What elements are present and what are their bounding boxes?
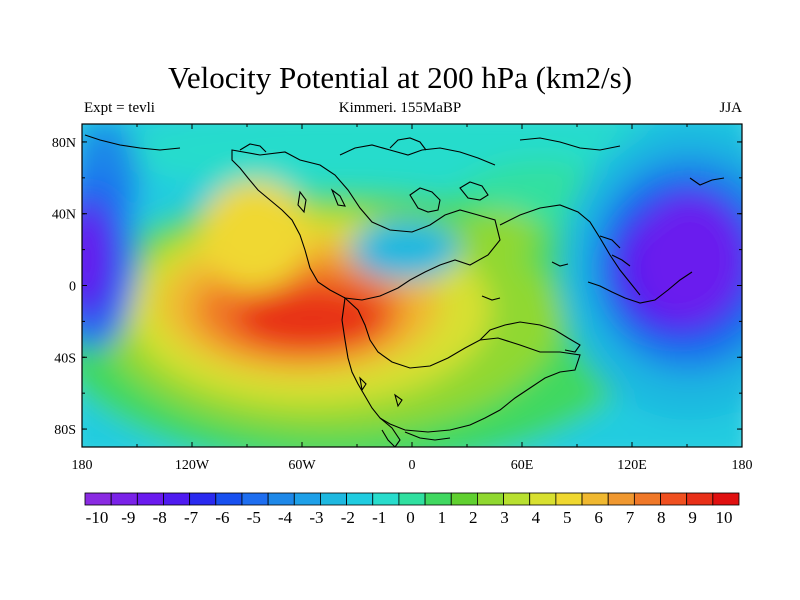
colorbar-swatch [633, 492, 661, 506]
y-tick-label: 40N [52, 208, 76, 223]
colorbar-label: -2 [341, 508, 355, 527]
colorbar-label: 2 [469, 508, 478, 527]
colorbar-label: -6 [215, 508, 229, 527]
colorbar-label: 3 [500, 508, 509, 527]
x-tick-label: 120W [175, 458, 210, 473]
velocity-potential-field [82, 124, 742, 447]
colorbar: -10 -9 -8 -7 -6 -5 -4 -3 -2 -1 0 1 2 3 4 5 6 7 8 9 10 [84, 492, 740, 527]
colorbar-swatch [712, 492, 740, 506]
colorbar-label: -4 [278, 508, 293, 527]
colorbar-label: -7 [184, 508, 199, 527]
colorbar-swatch [189, 492, 217, 506]
colorbar-label: 7 [626, 508, 635, 527]
colorbar-label: -3 [309, 508, 323, 527]
colorbar-label: 6 [594, 508, 603, 527]
y-tick-label: 0 [69, 280, 76, 295]
colorbar-swatch [241, 492, 269, 506]
x-axis: 180 120W 60W 0 60E 120E 180 [72, 124, 753, 473]
colorbar-swatch [660, 492, 688, 506]
colorbar-swatch [529, 492, 557, 506]
colorbar-label: 9 [688, 508, 697, 527]
colorbar-swatch [267, 492, 295, 506]
x-tick-label: 180 [72, 458, 93, 473]
colorbar-swatch [346, 492, 374, 506]
colorbar-label: 10 [716, 508, 733, 527]
x-tick-label: 60W [288, 458, 316, 473]
x-tick-label: 180 [732, 458, 753, 473]
colorbar-swatch [398, 492, 426, 506]
experiment-label: Expt = tevli [84, 100, 155, 116]
colorbar-swatch [555, 492, 583, 506]
x-tick-label: 60E [511, 458, 534, 473]
y-tick-label: 40S [54, 351, 76, 366]
colorbar-swatch [503, 492, 531, 506]
colorbar-swatch [215, 492, 243, 506]
colorbar-swatch [293, 492, 321, 506]
colorbar-label: -9 [121, 508, 135, 527]
colorbar-label: 1 [438, 508, 447, 527]
colorbar-label: -10 [86, 508, 109, 527]
colorbar-label: -8 [153, 508, 167, 527]
colorbar-swatch [372, 492, 400, 506]
colorbar-label: 8 [657, 508, 666, 527]
colorbar-swatch [607, 492, 635, 506]
colorbar-swatch [136, 492, 164, 506]
y-tick-label: 80S [54, 423, 76, 438]
season-label: JJA [719, 100, 742, 116]
colorbar-swatch [476, 492, 504, 506]
colorbar-swatch [84, 492, 112, 506]
colorbar-label: -1 [372, 508, 386, 527]
colorbar-swatch [320, 492, 348, 506]
x-tick-label: 120E [617, 458, 647, 473]
colorbar-label: 5 [563, 508, 572, 527]
colorbar-swatch [686, 492, 714, 506]
x-tick-label: 0 [409, 458, 416, 473]
colorbar-swatch [424, 492, 452, 506]
chart-title: Velocity Potential at 200 hPa (km2/s) [167, 60, 633, 95]
colorbar-swatch [450, 492, 478, 506]
period-label: Kimmeri. 155MaBP [338, 100, 462, 116]
colorbar-label: 0 [406, 508, 415, 527]
colorbar-label: -5 [247, 508, 261, 527]
colorbar-swatch [581, 492, 609, 506]
y-tick-label: 80N [52, 136, 76, 151]
colorbar-swatch [163, 492, 191, 506]
colorbar-label: 4 [532, 508, 541, 527]
y-axis: 80N 40N 0 40S 80S [52, 136, 742, 438]
colorbar-swatch [110, 492, 138, 506]
coastlines [84, 134, 725, 447]
